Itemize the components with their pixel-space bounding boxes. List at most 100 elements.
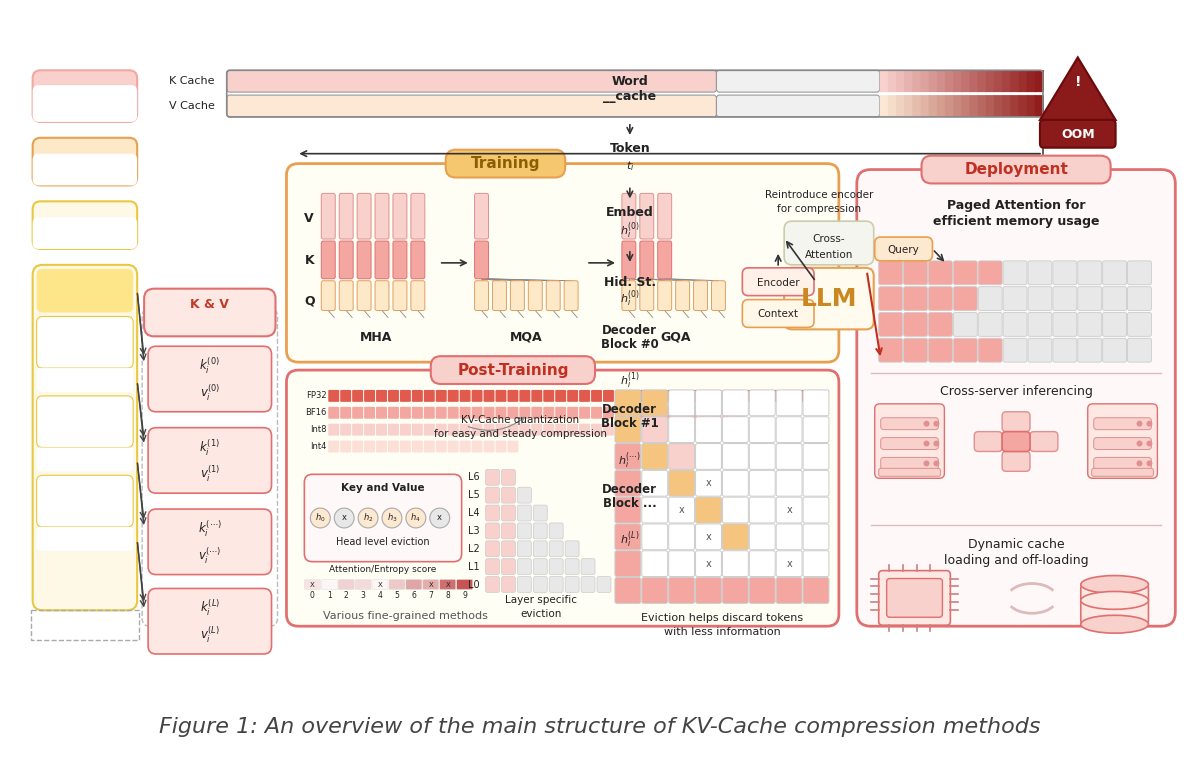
FancyBboxPatch shape bbox=[341, 440, 352, 453]
FancyBboxPatch shape bbox=[698, 390, 709, 402]
FancyBboxPatch shape bbox=[424, 390, 434, 402]
Text: Hid. St.: Hid. St. bbox=[604, 276, 656, 290]
FancyBboxPatch shape bbox=[803, 470, 829, 496]
FancyBboxPatch shape bbox=[776, 443, 802, 469]
Text: 0: 0 bbox=[310, 591, 314, 600]
FancyBboxPatch shape bbox=[322, 194, 335, 239]
FancyBboxPatch shape bbox=[392, 194, 407, 239]
FancyBboxPatch shape bbox=[749, 524, 775, 549]
FancyBboxPatch shape bbox=[953, 261, 977, 285]
FancyBboxPatch shape bbox=[1103, 261, 1127, 285]
FancyBboxPatch shape bbox=[502, 505, 515, 521]
FancyBboxPatch shape bbox=[668, 390, 695, 416]
FancyBboxPatch shape bbox=[749, 470, 775, 496]
Text: Block #0: Block #0 bbox=[601, 338, 659, 351]
FancyBboxPatch shape bbox=[696, 551, 721, 577]
FancyBboxPatch shape bbox=[803, 443, 829, 469]
FancyBboxPatch shape bbox=[352, 407, 364, 419]
FancyBboxPatch shape bbox=[400, 407, 410, 419]
FancyBboxPatch shape bbox=[474, 241, 488, 279]
Circle shape bbox=[406, 508, 426, 528]
FancyBboxPatch shape bbox=[448, 407, 458, 419]
FancyBboxPatch shape bbox=[970, 95, 979, 117]
FancyBboxPatch shape bbox=[1019, 70, 1027, 92]
FancyBboxPatch shape bbox=[148, 588, 271, 654]
FancyBboxPatch shape bbox=[1078, 261, 1102, 285]
FancyBboxPatch shape bbox=[520, 407, 530, 419]
FancyBboxPatch shape bbox=[875, 404, 944, 479]
Text: Deployment: Deployment bbox=[964, 162, 1068, 177]
FancyBboxPatch shape bbox=[580, 390, 590, 402]
Text: L0: L0 bbox=[468, 580, 480, 590]
FancyBboxPatch shape bbox=[32, 154, 137, 185]
Text: X: X bbox=[378, 581, 383, 588]
Text: Attention: Attention bbox=[805, 250, 853, 260]
FancyBboxPatch shape bbox=[581, 577, 595, 592]
FancyBboxPatch shape bbox=[674, 390, 685, 402]
FancyBboxPatch shape bbox=[642, 524, 667, 549]
FancyBboxPatch shape bbox=[484, 440, 494, 453]
FancyBboxPatch shape bbox=[556, 407, 566, 419]
FancyBboxPatch shape bbox=[1010, 95, 1020, 117]
Text: Various fine-grained methods: Various fine-grained methods bbox=[324, 611, 488, 621]
FancyBboxPatch shape bbox=[614, 551, 641, 577]
FancyBboxPatch shape bbox=[431, 356, 595, 384]
FancyBboxPatch shape bbox=[37, 447, 133, 472]
FancyBboxPatch shape bbox=[668, 443, 695, 469]
FancyBboxPatch shape bbox=[460, 424, 470, 436]
Text: X: X bbox=[428, 581, 433, 588]
FancyBboxPatch shape bbox=[686, 407, 697, 419]
Text: MHA: MHA bbox=[360, 331, 392, 344]
Text: x: x bbox=[437, 514, 443, 523]
FancyBboxPatch shape bbox=[953, 312, 977, 336]
Text: $v_i^{(\cdots)}$: $v_i^{(\cdots)}$ bbox=[198, 546, 222, 566]
FancyBboxPatch shape bbox=[642, 390, 667, 416]
FancyBboxPatch shape bbox=[668, 417, 695, 443]
Text: L1: L1 bbox=[468, 562, 480, 572]
Text: K Cache: K Cache bbox=[169, 76, 215, 86]
FancyBboxPatch shape bbox=[37, 527, 133, 551]
Text: Cross-server inferencing: Cross-server inferencing bbox=[940, 386, 1092, 399]
FancyBboxPatch shape bbox=[626, 407, 638, 419]
FancyBboxPatch shape bbox=[875, 237, 932, 261]
Circle shape bbox=[335, 508, 354, 528]
FancyBboxPatch shape bbox=[496, 424, 506, 436]
Text: $t_i$: $t_i$ bbox=[625, 160, 634, 174]
FancyBboxPatch shape bbox=[986, 70, 995, 92]
FancyBboxPatch shape bbox=[144, 289, 276, 336]
Text: Reintroduce encoder: Reintroduce encoder bbox=[764, 190, 874, 200]
FancyBboxPatch shape bbox=[457, 580, 473, 590]
FancyBboxPatch shape bbox=[1078, 312, 1102, 336]
FancyBboxPatch shape bbox=[460, 390, 470, 402]
FancyBboxPatch shape bbox=[776, 417, 802, 443]
FancyBboxPatch shape bbox=[626, 390, 638, 402]
FancyBboxPatch shape bbox=[710, 390, 721, 402]
FancyBboxPatch shape bbox=[1093, 418, 1152, 430]
FancyBboxPatch shape bbox=[1052, 312, 1076, 336]
FancyBboxPatch shape bbox=[227, 95, 716, 117]
Circle shape bbox=[430, 508, 450, 528]
FancyBboxPatch shape bbox=[650, 390, 661, 402]
FancyBboxPatch shape bbox=[878, 261, 902, 285]
Text: K & V: K & V bbox=[191, 298, 229, 311]
FancyBboxPatch shape bbox=[517, 505, 532, 521]
FancyBboxPatch shape bbox=[340, 241, 353, 279]
Text: with less information: with less information bbox=[664, 627, 781, 637]
FancyBboxPatch shape bbox=[1087, 404, 1158, 479]
FancyBboxPatch shape bbox=[508, 440, 518, 453]
Text: 8: 8 bbox=[445, 591, 450, 600]
FancyBboxPatch shape bbox=[880, 70, 889, 92]
FancyBboxPatch shape bbox=[565, 559, 580, 575]
FancyBboxPatch shape bbox=[803, 578, 829, 604]
FancyBboxPatch shape bbox=[1002, 431, 1030, 451]
Text: 2: 2 bbox=[344, 591, 348, 600]
FancyBboxPatch shape bbox=[372, 580, 388, 590]
FancyBboxPatch shape bbox=[978, 312, 1002, 336]
FancyBboxPatch shape bbox=[662, 390, 673, 402]
FancyBboxPatch shape bbox=[544, 424, 554, 436]
FancyBboxPatch shape bbox=[1093, 457, 1152, 469]
FancyBboxPatch shape bbox=[722, 524, 749, 549]
Text: Token: Token bbox=[610, 142, 650, 155]
FancyBboxPatch shape bbox=[376, 407, 386, 419]
FancyBboxPatch shape bbox=[520, 424, 530, 436]
